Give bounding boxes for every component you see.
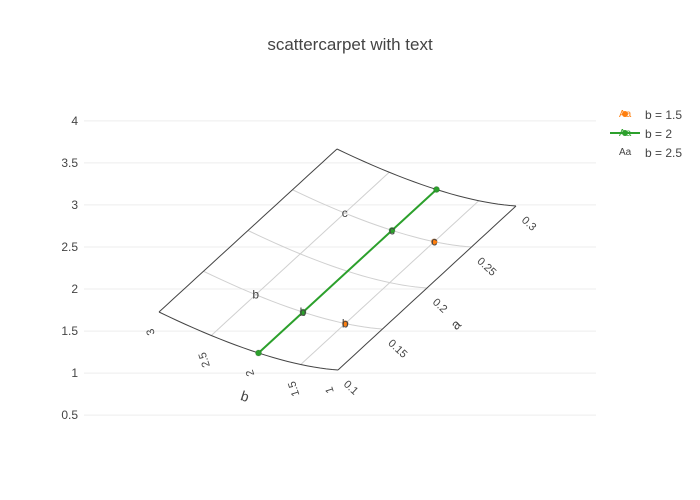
- a-tick-label: 0.1: [341, 378, 360, 397]
- a-tick-label: 0.2: [430, 296, 449, 315]
- legend-item[interactable]: Aa b = 2.5: [619, 146, 682, 160]
- legend-text-symbol: Aa: [619, 128, 632, 139]
- y-tick-label: 0.5: [61, 408, 78, 422]
- point-text-label: b: [252, 288, 259, 302]
- point-text-label: c: [431, 235, 437, 249]
- y-tick-label: 2.5: [61, 240, 78, 254]
- carpet-a-boundary: [158, 311, 339, 371]
- legend-marker-symbol: [622, 111, 628, 117]
- a-axis-title: a: [447, 316, 464, 333]
- legend-marker-symbol: [622, 130, 628, 136]
- trace-0: bc: [341, 235, 438, 331]
- carpet-b-boundary: [337, 205, 517, 371]
- data-point[interactable]: [299, 308, 307, 316]
- chart-title: scattercarpet with text: [267, 35, 433, 54]
- carpet-b-gridline: [210, 171, 390, 336]
- b-axis-title: b: [239, 387, 252, 405]
- y-tick-label: 2: [71, 282, 78, 296]
- data-point[interactable]: [433, 186, 440, 193]
- carpet-border: [158, 148, 517, 371]
- data-point[interactable]: [255, 349, 262, 357]
- y-tick-label: 1: [71, 366, 78, 380]
- y-tick-label: 3: [71, 198, 78, 212]
- legend-text-symbol: Aa: [619, 147, 632, 158]
- a-tick-label: 0.25: [474, 255, 498, 278]
- data-point[interactable]: [388, 226, 396, 234]
- y-tick-label: 4: [71, 114, 78, 128]
- a-tick-label: 0.3: [519, 214, 538, 233]
- b-tick-label: 1.5: [286, 380, 302, 398]
- point-text-label: b: [300, 305, 307, 319]
- legend-label: b = 2: [645, 127, 672, 141]
- point-text-label: c: [342, 206, 348, 220]
- carpet-grid: [203, 171, 480, 365]
- y-tick-label: 1.5: [61, 324, 78, 338]
- legend-label: b = 2.5: [645, 146, 682, 160]
- point-text-label: b: [342, 317, 349, 331]
- legend-label: b = 1.5: [645, 108, 682, 122]
- legend[interactable]: Aa b = 1.5 Aa b = 2 Aa b = 2.5: [610, 108, 682, 160]
- trace-2: bc: [252, 206, 347, 302]
- carpet-tick-labels: 0.1 0.15 0.2 0.25 0.3 1 1.5 2 2.5 3: [144, 214, 538, 397]
- y-tick-label: 3.5: [61, 156, 78, 170]
- data-point[interactable]: [430, 238, 438, 246]
- y-tick-labels: 0.5 1 1.5 2 2.5 3 3.5 4: [61, 114, 78, 422]
- b-tick-label: 3: [144, 327, 157, 337]
- b-tick-label: 2: [244, 368, 257, 378]
- b-tick-label: 2.5: [197, 351, 213, 369]
- series-line: [257, 188, 438, 354]
- legend-item[interactable]: Aa b = 2: [610, 127, 672, 141]
- trace-1: bc: [255, 186, 440, 357]
- a-tick-label: 0.15: [385, 337, 409, 360]
- carpet-b-gridline: [300, 200, 480, 365]
- legend-item[interactable]: Aa b = 1.5: [619, 108, 682, 122]
- legend-text-symbol: Aa: [619, 109, 632, 120]
- data-point[interactable]: [341, 320, 349, 328]
- carpet-b-boundary: [158, 148, 338, 313]
- b-tick-label: 1: [323, 385, 336, 395]
- point-text-label: c: [389, 223, 395, 237]
- y-gridlines: [84, 120, 596, 416]
